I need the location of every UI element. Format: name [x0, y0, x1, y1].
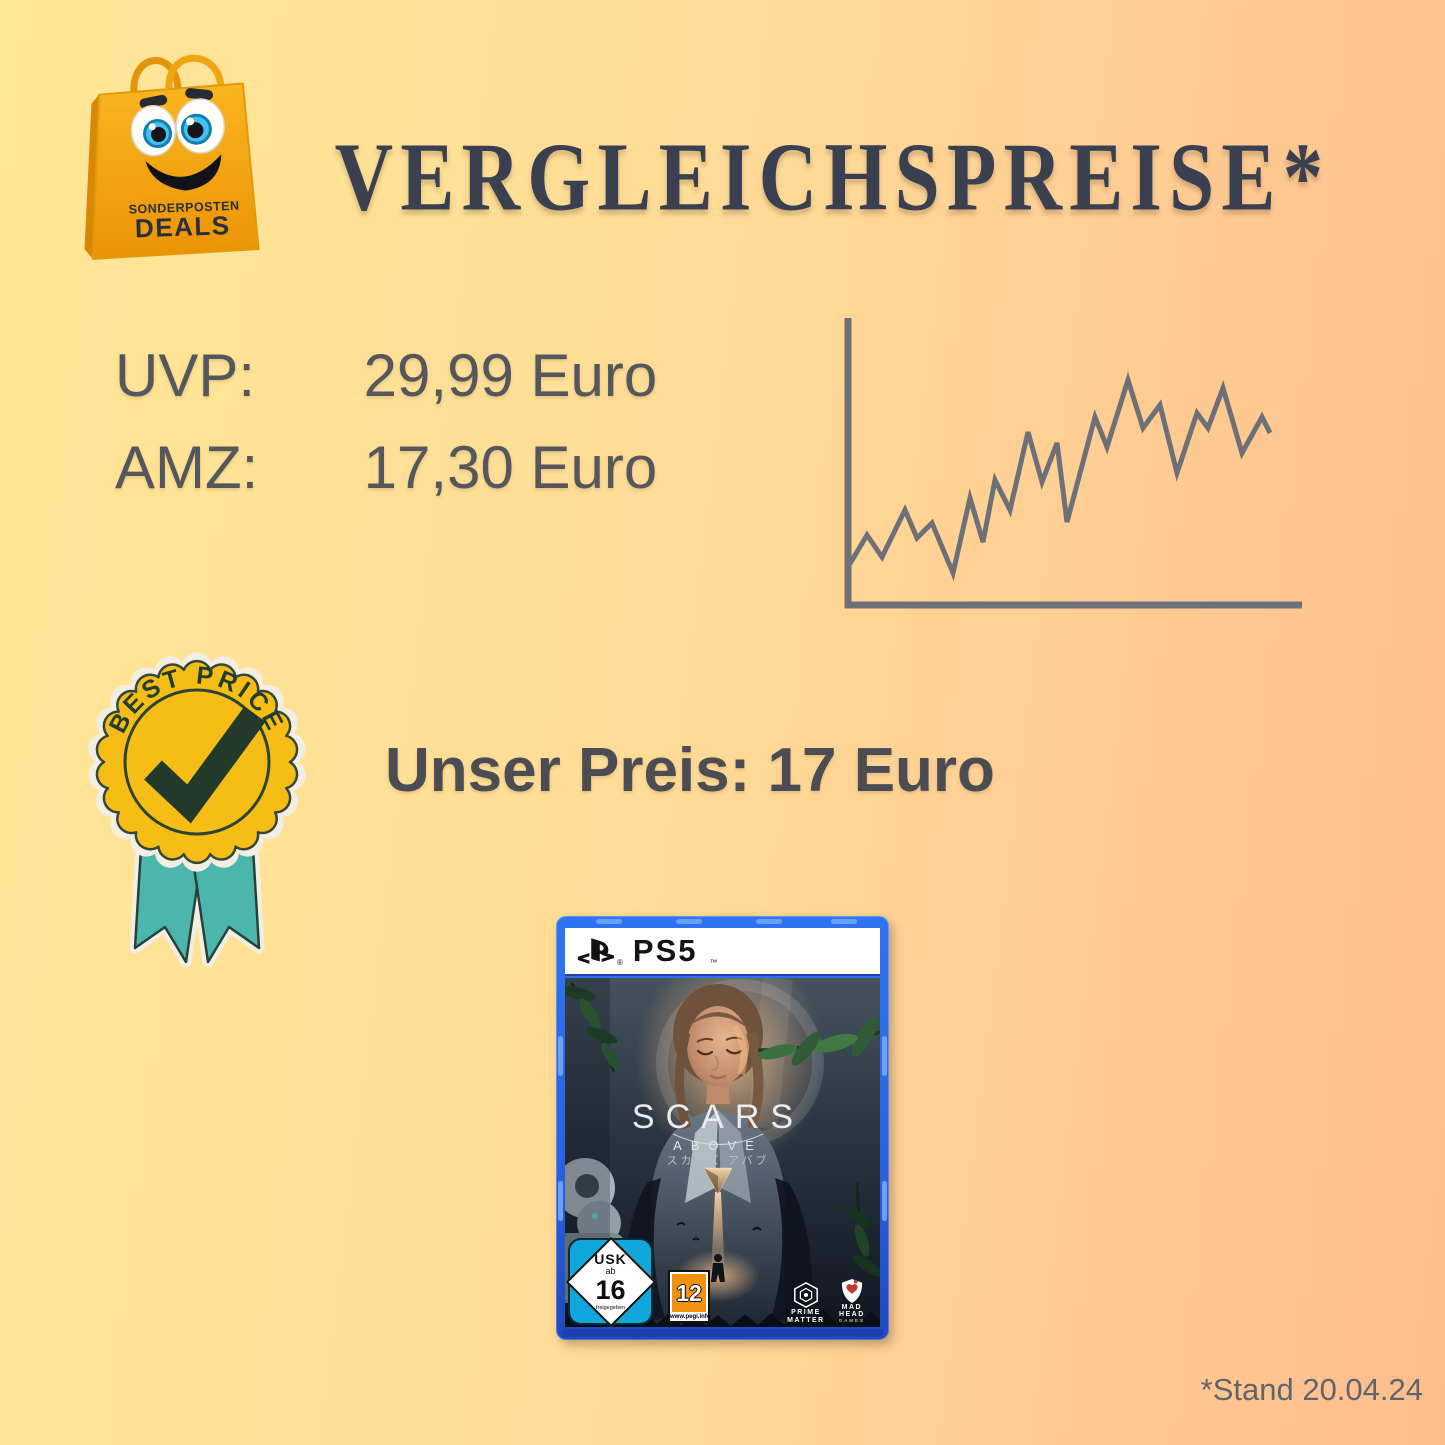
game-title: SCARS — [632, 1098, 804, 1136]
publisher-name: HEAD — [838, 1310, 865, 1318]
pegi-age: 12 — [672, 1274, 706, 1312]
footnote-date: *Stand 20.04.24 — [1200, 1372, 1423, 1407]
trademark-mark: ™ — [709, 958, 718, 967]
best-price-badge: BEST PRICE — [85, 640, 335, 970]
pegi-url: www.pegi.info — [670, 1314, 711, 1320]
publisher-name: MATTER — [787, 1316, 825, 1324]
price-history-chart — [840, 295, 1310, 615]
price-value-amz: 17,30 Euro — [363, 434, 658, 501]
usk-age: 16 — [595, 1274, 626, 1305]
usk-rating-badge: USK ab 16 freigegeben — [565, 1236, 656, 1327]
chart-axes — [844, 318, 1302, 609]
price-trend-line — [845, 371, 1273, 582]
case-clip — [558, 1036, 563, 1076]
price-comparison-table: UVP: 29,99 Euro AMZ: 17,30 Euro — [115, 330, 657, 514]
case-clip — [558, 1181, 563, 1221]
prime-matter-logo: PRIME MATTER — [787, 1281, 825, 1324]
playstation-icon — [577, 937, 615, 964]
publisher-name: PRIME — [791, 1309, 821, 1317]
mad-head-logo: MAD HEAD GAMES — [839, 1278, 865, 1324]
game-subtitle: ABOVE — [673, 1138, 763, 1153]
usk-ab: ab — [605, 1265, 616, 1276]
case-clip — [676, 919, 702, 924]
case-bottom-edge — [562, 1329, 883, 1337]
usk-org: USK — [594, 1250, 627, 1267]
checkmark-icon — [144, 706, 266, 824]
case-clip — [882, 1036, 887, 1076]
case-clip — [882, 1181, 887, 1221]
usk-note: freigegeben — [595, 1304, 626, 1311]
trend-chart-svg — [844, 318, 1302, 609]
shield-icon — [841, 1278, 863, 1303]
game-title-katakana: スカーズ アバブ — [666, 1153, 769, 1167]
ps5-band: ® PS5 ™ — [565, 928, 880, 976]
walking-figure-silhouette — [711, 1254, 725, 1282]
price-label-amz: AMZ: — [115, 434, 259, 501]
mascot-logo-line1: SONDERPOSTEN — [128, 199, 239, 217]
case-clip — [831, 919, 857, 924]
our-price-text: Unser Preis: 17 Euro — [385, 736, 995, 805]
shopping-bag-mascot-icon: SONDERPOSTEN DEALS — [84, 54, 260, 260]
price-label-uvp: UVP: — [115, 342, 256, 409]
ps5-wordmark: PS5 — [632, 933, 698, 968]
price-row-amz: AMZ: 17,30 Euro — [115, 422, 657, 514]
case-clip — [756, 919, 782, 924]
publisher-logos: PRIME MATTER MAD HEAD GAMES — [787, 1278, 865, 1324]
leaf-frond — [565, 982, 620, 1073]
registered-mark: ® — [617, 958, 623, 967]
publisher-name: MAD — [841, 1303, 863, 1311]
mascot-logo-line2: DEALS — [134, 210, 231, 243]
pegi-rating-badge: 12 www.pegi.info — [668, 1270, 710, 1323]
price-row-uvp: UVP: 29,99 Euro — [115, 330, 657, 422]
price-value-uvp: 29,99 Euro — [363, 342, 658, 409]
badge-inner-ring — [123, 688, 271, 836]
leaf-frond — [758, 1016, 880, 1066]
page-title: VERGLEICHSPREISE* — [334, 124, 1331, 232]
case-clip — [596, 919, 622, 924]
hexagon-icon — [793, 1282, 818, 1309]
leaf-frond — [845, 1182, 880, 1281]
shop-mascot-logo: SONDERPOSTEN DEALS — [82, 46, 267, 271]
publisher-name: GAMES — [838, 1318, 865, 1324]
product-box: ® PS5 ™ — [556, 916, 889, 1340]
